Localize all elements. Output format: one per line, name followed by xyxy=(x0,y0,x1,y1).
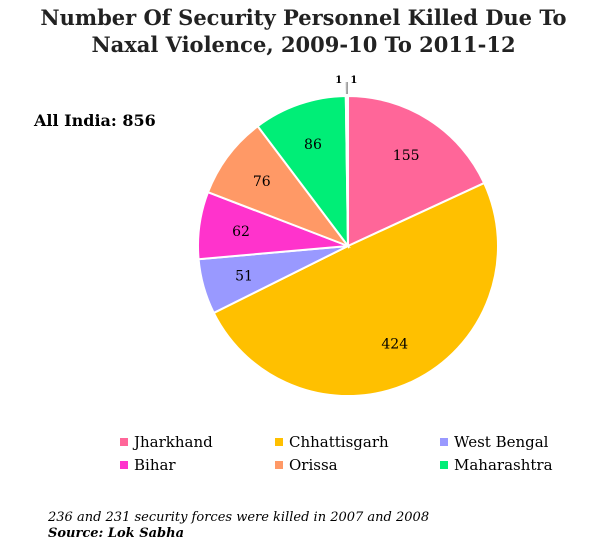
legend-item-chhattisgarh: Chhattisgarh xyxy=(275,433,389,451)
legend-label: Bihar xyxy=(134,456,176,474)
legend-item-west-bengal: West Bengal xyxy=(440,433,548,451)
pie-chart: 155 424 51 62 76 86 1 1 xyxy=(197,75,499,397)
chart-title: Number Of Security Personnel Killed Due … xyxy=(0,4,607,58)
pie-slice-orissa xyxy=(206,124,351,249)
legend-label: Chhattisgarh xyxy=(289,433,389,451)
data-label: 51 xyxy=(235,268,253,284)
legend-item-maharashtra: Maharashtra xyxy=(440,456,553,474)
legend-swatch xyxy=(275,438,283,446)
pie-slice-other-7 xyxy=(345,94,349,247)
legend-swatch xyxy=(440,438,448,446)
data-label: 62 xyxy=(232,224,250,240)
data-label: 1 xyxy=(335,75,342,86)
legend-swatch xyxy=(120,461,128,469)
chart-title-line-2: Naxal Violence, 2009-10 To 2011-12 xyxy=(91,32,516,57)
legend-item-jharkhand: Jharkhand xyxy=(120,433,213,451)
footnote: 236 and 231 security forces were killed … xyxy=(48,510,430,525)
data-label: 424 xyxy=(381,336,408,352)
data-label: 155 xyxy=(393,148,420,164)
legend-swatch xyxy=(275,461,283,469)
pie-slice-maharashtra xyxy=(256,95,350,250)
legend-item-orissa: Orissa xyxy=(275,456,338,474)
data-label: 1 xyxy=(350,75,357,86)
pie-slice-jharkhand xyxy=(347,94,486,248)
legend-label: Maharashtra xyxy=(454,456,553,474)
pie-slice-chhattisgarh xyxy=(212,181,499,397)
legend-label: Orissa xyxy=(289,456,338,474)
legend-swatch xyxy=(120,438,128,446)
source-note: Source: Lok Sabha xyxy=(48,526,184,541)
legend-item-bihar: Bihar xyxy=(120,456,176,474)
total-label: All India: 856 xyxy=(34,111,156,130)
legend-label: Jharkhand xyxy=(134,433,213,451)
legend-label: West Bengal xyxy=(454,433,549,451)
data-label: 86 xyxy=(304,137,322,153)
legend-swatch xyxy=(440,461,448,469)
chart-title-line-1: Number Of Security Personnel Killed Due … xyxy=(40,5,567,30)
data-label: 76 xyxy=(253,174,271,190)
